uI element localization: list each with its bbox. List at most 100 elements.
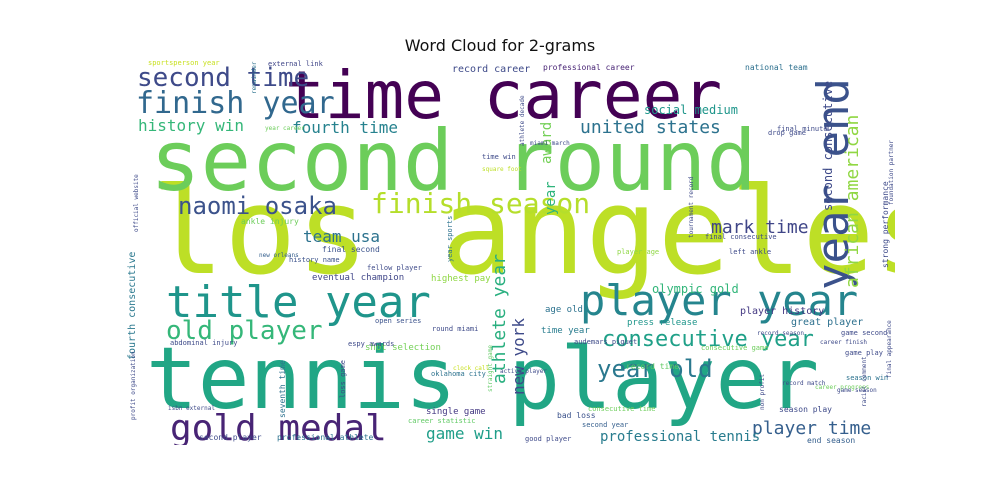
word-oklahoma-city: oklahoma city [431, 370, 486, 378]
word-final-second: final second [322, 245, 380, 254]
word-loss-game: loss game [339, 360, 347, 398]
word-game-season: game season [837, 387, 877, 394]
word-open-series: open series [375, 317, 421, 325]
word-sportsperson-year: sportsperson year [148, 60, 220, 67]
word-age-old: age old [545, 305, 583, 315]
word-finish-year: finish year [136, 86, 335, 121]
word-abdominal-injury: abdominal injury [170, 339, 237, 347]
word-player-history: player history [740, 306, 824, 317]
word-drop-game: drop game [768, 129, 806, 137]
word-year: year [543, 181, 559, 215]
word-cloud-area: los angeles second round tennis player time… [125, 60, 895, 445]
word-tennis-player: tennis player [146, 329, 819, 429]
word-fourth-consecutive: fourth consecutive [127, 252, 138, 360]
word-mark-time: mark time [711, 217, 809, 238]
word-non-profit: non profit [759, 373, 766, 410]
word-isbn-external: isbn external [168, 405, 215, 412]
word-round-miami: round miami [432, 325, 478, 333]
word-united-states: united states [580, 117, 721, 138]
word-second-consecutive: second consecutive [821, 81, 835, 211]
chart-title: Word Cloud for 2-grams [404, 36, 596, 55]
word-year-career: year career [265, 125, 305, 132]
word-final-appearance: final appearance [886, 320, 893, 378]
word-finish-season: finish season [371, 187, 590, 220]
word-consecutive-year: consecutive year [602, 327, 814, 352]
word-career-progress: career progress [815, 384, 870, 391]
word-good-player: good player [525, 435, 571, 443]
word-record-season: record season [757, 330, 804, 337]
word-record-time: record time [626, 362, 679, 371]
word-professional-career: professional career [543, 63, 635, 72]
word-active-player: active player [500, 368, 547, 375]
word-new-orleans: new orleans [259, 252, 299, 259]
word-year-end: year end [808, 78, 859, 290]
word-professional-tennis: professional tennis [600, 429, 760, 445]
word-profit-organization: profit organization [130, 351, 137, 420]
word-racist-comment: racist comment [861, 356, 868, 407]
word-time-career: time career [285, 60, 722, 134]
word-season-win: season win [846, 374, 888, 382]
word-seventh-time: seventh time [278, 360, 287, 418]
word-player-year: player year [580, 276, 858, 325]
word-square-foot: square foot [482, 166, 522, 173]
word-game-win: game win [426, 424, 503, 443]
word-time-win: time win [482, 153, 516, 161]
word-gold-medal: gold medal [170, 408, 387, 445]
word-los-angeles: los angeles [152, 163, 895, 302]
word-second-year: second year [582, 421, 628, 429]
word-career-statistic: career statistic [408, 417, 475, 425]
word-straight-game: straight game [487, 345, 494, 392]
word-highest-pay: highest pay [431, 274, 491, 284]
word-great-player: great player [791, 317, 863, 328]
word-press-release: press release [627, 318, 697, 328]
word-audemars-piguet: audemars piguet [574, 338, 637, 346]
word-eventual-champion: eventual champion [312, 273, 404, 283]
word-consecutive-time: consecutive time [588, 405, 655, 413]
word-remainder-season: remainder season [251, 60, 258, 94]
word-athlete-decade: athlete decade [519, 95, 526, 146]
word-national-team: national team [745, 63, 808, 72]
word-espy-awards: espy awards [348, 340, 394, 348]
word-history-win: history win [138, 116, 244, 135]
word-team-usa: team usa [303, 227, 380, 246]
word-record-career: record career [452, 64, 530, 75]
word-left-ankle: left ankle [729, 248, 771, 256]
word-fourth-time: fourth time [292, 118, 398, 137]
word-foundation-partner: foundation partner [888, 140, 895, 205]
word-strong-performance: strong performance [881, 181, 890, 268]
word-ankle-injury: ankle injury [241, 217, 299, 226]
word-player-age: player age [617, 248, 659, 256]
word-final-consecutive: final consecutive [705, 233, 777, 241]
word-bad-loss: bad loss [557, 411, 596, 420]
word-external-link: external link [268, 60, 324, 68]
word-second-round: second round [150, 112, 757, 210]
word-new-york: new york [509, 318, 528, 395]
word-shot-selection: shot selection [365, 343, 441, 353]
word-olympic-gold: olympic gold [652, 282, 739, 296]
word-athlete-year: athlete year [489, 254, 510, 384]
word-miami-march: miami march [530, 140, 570, 147]
word-end-season: end season [807, 436, 855, 445]
word-single-game: single game [426, 407, 486, 417]
word-final-minute: final minute [777, 125, 828, 133]
word-career-finish: career finish [820, 339, 867, 346]
word-tournament-record: tournament record [688, 176, 695, 238]
word-consecutive-game: consecutive game [701, 344, 768, 352]
word-year-sports: year sports [446, 216, 454, 262]
word-record-match: record match [782, 380, 826, 387]
word-player-time: player time [752, 418, 871, 439]
word-naomi-osaka: naomi osaka [178, 192, 337, 220]
word-game-play: game play [845, 349, 883, 357]
word-official-website: official website [133, 174, 140, 232]
word-fellow-player: fellow player [367, 264, 422, 272]
word-game-second: game second [841, 329, 887, 337]
word-history-name: history name [289, 256, 340, 264]
word-award: award [539, 122, 555, 164]
word-african-american: african american [842, 115, 863, 288]
word-social-medium: social medium [644, 103, 738, 117]
word-professional-athlete: professional athlete [277, 433, 374, 442]
word-second-time: second time [137, 63, 309, 93]
word-season-play: season play [779, 405, 832, 414]
word-title-year: title year [166, 277, 431, 328]
word-time-year: time year [541, 326, 590, 336]
